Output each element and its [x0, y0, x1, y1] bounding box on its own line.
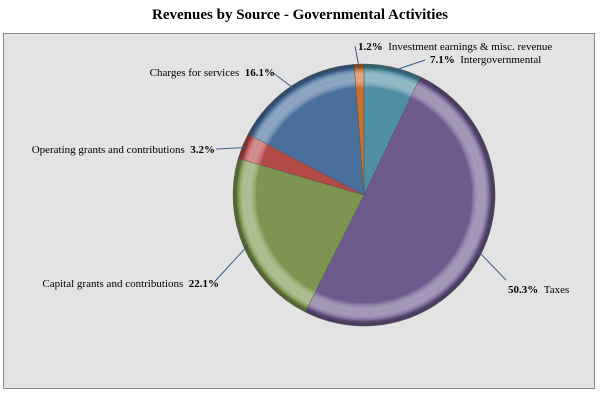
pie-slice-shading-taxes [304, 76, 496, 327]
leader-line-intergovernmental [391, 59, 426, 72]
plot-area: 7.1% Intergovernmental 50.3% Taxes Capital… [3, 33, 595, 389]
slice-label-intergovernmental: 7.1% Intergovernmental [430, 54, 541, 66]
slice-label-taxes: 50.3% Taxes [508, 284, 569, 296]
slice-label-operating-grants-and-contributions: Operating grants and contributions 3.2% [32, 144, 215, 156]
pie-slice-shading-capital-grants-and-contributions [232, 158, 365, 313]
labels-layer: 7.1% Intergovernmental 50.3% Taxes Capital… [32, 41, 570, 296]
leader-line-operating-grants-and-contributions [215, 147, 247, 150]
pie-chart: 7.1% Intergovernmental 50.3% Taxes Capital… [32, 41, 570, 327]
leader-line-charges-for-services [271, 71, 295, 90]
slice-label-capital-grants-and-contributions: Capital grants and contributions 22.1% [42, 278, 219, 290]
slice-label-investment-earnings-and-misc-revenue: 1.2% Investment earnings & misc. revenue [358, 41, 552, 53]
chart-title: Revenues by Source - Governmental Activi… [152, 7, 448, 23]
leader-line-capital-grants-and-contributions [215, 245, 248, 281]
leader-line-taxes [477, 250, 507, 281]
leader-line-investment-earnings-and-misc-revenue [354, 45, 360, 69]
leader-lines [215, 45, 507, 281]
slices-layer [232, 63, 496, 327]
pie-slice-shading-charges-for-services [247, 64, 365, 196]
slice-label-charges-for-services: Charges for services 16.1% [150, 67, 275, 79]
pie-slice-shading-investment-earnings-and-misc-revenue [353, 63, 365, 196]
